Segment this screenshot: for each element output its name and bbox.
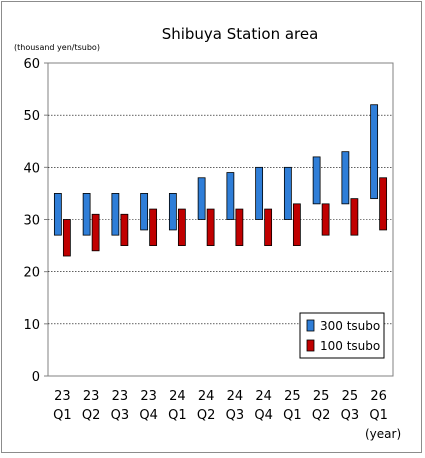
y-axis-label: (thousand yen/tsubo) bbox=[14, 43, 100, 52]
x-tick-quarter-label: Q2 bbox=[197, 408, 216, 423]
y-tick-label: 30 bbox=[23, 214, 40, 229]
bar-300-tsubo bbox=[226, 172, 235, 220]
x-tick-quarter-label: Q4 bbox=[254, 408, 273, 423]
bar-300-tsubo bbox=[255, 166, 264, 220]
y-tick-label: 0 bbox=[32, 370, 40, 385]
bar-100-tsubo bbox=[350, 198, 359, 236]
x-tick-quarter-label: Q2 bbox=[312, 408, 331, 423]
x-tick-quarter-label: Q2 bbox=[82, 408, 101, 423]
bar-300-tsubo bbox=[111, 193, 120, 236]
gridlines bbox=[48, 114, 393, 325]
x-tick-year-label: 24 bbox=[169, 389, 186, 404]
x-tick-year-label: 24 bbox=[227, 389, 244, 404]
bar-300-tsubo bbox=[53, 193, 62, 236]
legend-swatch-300-tsubo bbox=[306, 319, 315, 332]
bar-100-tsubo bbox=[120, 213, 129, 246]
bar-300-tsubo bbox=[140, 193, 149, 231]
x-tick-year-label: 23 bbox=[140, 389, 157, 404]
bar-300-tsubo bbox=[370, 104, 379, 200]
legend-swatch-100-tsubo bbox=[306, 339, 315, 352]
bar-100-tsubo bbox=[149, 208, 158, 246]
legend-label-300-tsubo: 300 tsubo bbox=[320, 319, 380, 333]
x-tick-quarter-label: Q3 bbox=[111, 408, 130, 423]
bar-300-tsubo bbox=[341, 151, 350, 205]
bar-300-tsubo bbox=[168, 193, 177, 231]
y-tick-label: 40 bbox=[23, 161, 40, 176]
bar-100-tsubo bbox=[62, 219, 71, 257]
bar-300-tsubo bbox=[82, 193, 91, 236]
x-tick-year-label: 25 bbox=[342, 389, 359, 404]
bar-300-tsubo bbox=[283, 166, 292, 220]
legend: 300 tsubo 100 tsubo bbox=[299, 312, 385, 359]
x-tick-quarter-label: Q3 bbox=[341, 408, 360, 423]
bar-100-tsubo bbox=[235, 208, 244, 246]
chart-frame: Shibuya Station area (thousand yen/tsubo… bbox=[1, 1, 422, 453]
y-tick-label: 20 bbox=[23, 266, 40, 281]
x-tick-quarter-label: Q1 bbox=[168, 408, 187, 423]
bar-100-tsubo bbox=[177, 208, 186, 246]
x-tick-year-label: 23 bbox=[83, 389, 100, 404]
bar-100-tsubo bbox=[292, 203, 301, 246]
x-tick-year-label: 25 bbox=[284, 389, 301, 404]
bar-100-tsubo bbox=[321, 203, 330, 236]
chart: Shibuya Station area (thousand yen/tsubo… bbox=[14, 25, 401, 441]
x-tick-year-label: 24 bbox=[198, 389, 215, 404]
bar-100-tsubo bbox=[264, 208, 273, 246]
x-tick-year-label: 24 bbox=[255, 389, 272, 404]
y-tick-label: 50 bbox=[23, 109, 40, 124]
bar-300-tsubo bbox=[312, 156, 321, 205]
x-tick-quarter-label: Q1 bbox=[53, 408, 72, 423]
chart-title: Shibuya Station area bbox=[162, 25, 319, 43]
x-tick-quarter-label: Q4 bbox=[139, 408, 158, 423]
x-tick-year-label: 25 bbox=[313, 389, 330, 404]
bar-100-tsubo bbox=[379, 177, 388, 231]
x-tick-year-label: 23 bbox=[54, 389, 71, 404]
bar-300-tsubo bbox=[197, 177, 206, 220]
x-axis-unit-label: (year) bbox=[365, 427, 401, 441]
y-tick-label: 60 bbox=[23, 57, 40, 72]
bar-100-tsubo bbox=[206, 208, 215, 246]
y-axis-ticks: 0 10 20 30 40 50 60 bbox=[23, 57, 48, 385]
x-tick-quarter-label: Q3 bbox=[226, 408, 245, 423]
legend-label-100-tsubo: 100 tsubo bbox=[320, 339, 380, 353]
bars bbox=[53, 104, 388, 257]
x-tick-year-label: 23 bbox=[112, 389, 129, 404]
x-tick-year-label: 26 bbox=[370, 389, 387, 404]
x-tick-quarter-label: Q1 bbox=[283, 408, 302, 423]
bar-100-tsubo bbox=[91, 213, 100, 252]
y-tick-label: 10 bbox=[23, 318, 40, 333]
x-tick-quarter-label: Q1 bbox=[369, 408, 388, 423]
x-axis-ticks: 23 Q1 23 Q2 23 Q3 23 Q4 24 Q1 24 Q2 24 Q3 24 Q4 25 Q1 25 Q2… bbox=[53, 389, 388, 423]
